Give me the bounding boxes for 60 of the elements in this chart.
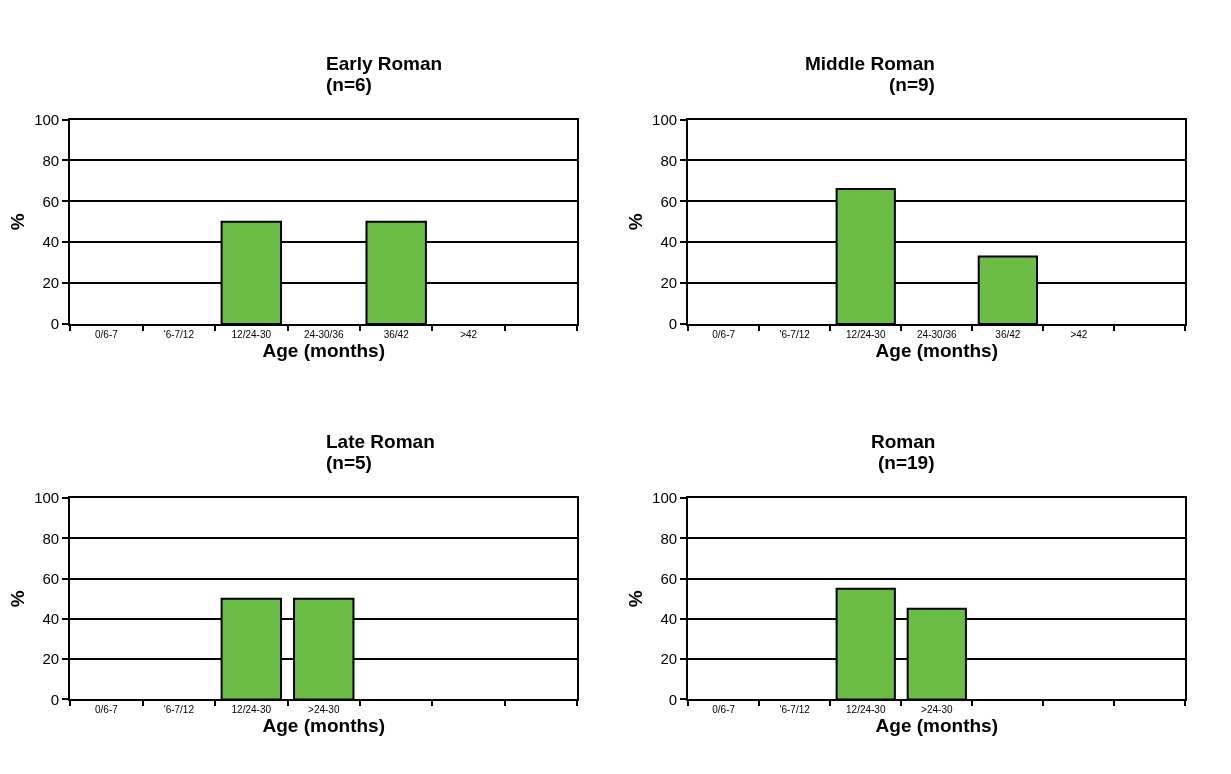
x-tick-label: 24-30/36 bbox=[917, 328, 957, 340]
x-tick-label: 0/6-7 bbox=[712, 328, 736, 340]
chart-title: Middle Roman bbox=[805, 53, 935, 74]
x-tick-label: 12/24-30 bbox=[846, 328, 886, 340]
x-tick-label: >24-30 bbox=[308, 704, 340, 716]
y-tick-label: 20 bbox=[660, 274, 678, 292]
y-tick-label: 60 bbox=[660, 569, 678, 587]
y-tick-label: 100 bbox=[34, 110, 60, 128]
y-tick-label: 20 bbox=[660, 650, 678, 668]
x-tick-label: 36/42 bbox=[995, 328, 1021, 340]
y-tick-label: 100 bbox=[34, 489, 60, 507]
x-tick-label: '6-7/12 bbox=[779, 704, 811, 716]
y-tick-label: 0 bbox=[50, 690, 60, 708]
x-axis-title: Age (months) bbox=[262, 339, 385, 361]
chart-subtitle: (n=6) bbox=[326, 74, 372, 95]
x-axis-title: Age (months) bbox=[262, 715, 385, 737]
y-tick-label: 40 bbox=[660, 233, 678, 251]
x-tick-label: 0/6-7 bbox=[95, 328, 119, 340]
chart-title: Late Roman bbox=[326, 431, 435, 452]
y-axis-title: % bbox=[7, 590, 29, 608]
y-tick-label: 40 bbox=[660, 610, 678, 628]
y-axis-title: % bbox=[625, 590, 647, 608]
y-tick-label: 100 bbox=[652, 110, 678, 128]
x-tick-label: 12/24-30 bbox=[231, 704, 272, 716]
x-tick-label: 36/42 bbox=[383, 328, 410, 340]
x-axis-title: Age (months) bbox=[875, 339, 999, 361]
y-tick-label: 80 bbox=[660, 529, 678, 547]
y-tick-label: 100 bbox=[652, 489, 678, 507]
y-tick-label: 60 bbox=[42, 192, 60, 210]
y-tick-label: 0 bbox=[668, 315, 678, 333]
y-tick-label: 60 bbox=[660, 192, 678, 210]
chart-title: Early Roman bbox=[326, 53, 443, 74]
y-axis-title: % bbox=[625, 213, 647, 231]
y-tick-label: 60 bbox=[42, 569, 60, 587]
y-tick-label: 80 bbox=[42, 529, 60, 547]
chart-title: Roman bbox=[871, 431, 936, 452]
x-tick-label: 0/6-7 bbox=[95, 704, 119, 716]
chart-subtitle: (n=19) bbox=[878, 452, 935, 473]
x-tick-label: 0/6-7 bbox=[712, 704, 736, 716]
y-tick-label: 40 bbox=[42, 610, 60, 628]
x-tick-label: '6-7/12 bbox=[163, 704, 195, 716]
x-tick-label: '6-7/12 bbox=[779, 328, 811, 340]
x-tick-label: >42 bbox=[1070, 328, 1088, 340]
y-tick-label: 80 bbox=[42, 151, 60, 169]
x-tick-label: >42 bbox=[460, 328, 478, 340]
chart-subtitle: (n=9) bbox=[889, 74, 935, 95]
x-axis-title: Age (months) bbox=[875, 715, 999, 737]
y-tick-label: 20 bbox=[42, 274, 60, 292]
y-tick-label: 80 bbox=[660, 151, 678, 169]
x-tick-label: >24-30 bbox=[921, 704, 953, 716]
y-tick-label: 40 bbox=[42, 233, 60, 251]
x-tick-label: 12/24-30 bbox=[846, 704, 886, 716]
chart-subtitle: (n=5) bbox=[326, 452, 372, 473]
x-tick-label: '6-7/12 bbox=[163, 328, 195, 340]
y-tick-label: 0 bbox=[50, 315, 60, 333]
y-tick-label: 20 bbox=[42, 650, 60, 668]
y-axis-title: % bbox=[7, 213, 29, 231]
y-tick-label: 0 bbox=[668, 690, 678, 708]
x-tick-label: 24-30/36 bbox=[304, 328, 344, 340]
x-tick-label: 12/24-30 bbox=[231, 328, 272, 340]
